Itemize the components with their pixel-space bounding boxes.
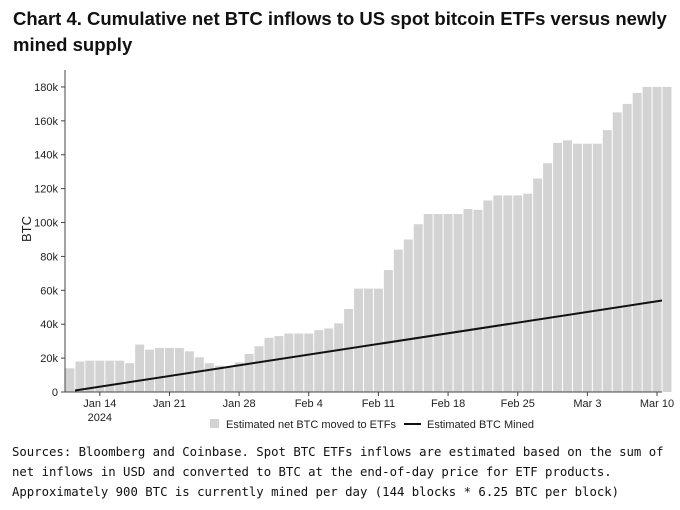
bar bbox=[572, 143, 582, 392]
y-tick-label: 40k bbox=[40, 319, 58, 331]
bar bbox=[652, 86, 662, 392]
bar bbox=[155, 347, 164, 392]
x-tick-label: Mar 10 bbox=[640, 398, 674, 410]
bar bbox=[582, 143, 592, 392]
bar bbox=[145, 349, 155, 392]
bar bbox=[662, 86, 672, 392]
bar bbox=[194, 357, 204, 392]
bar bbox=[453, 214, 463, 392]
y-tick-label: 80k bbox=[40, 251, 58, 263]
bar bbox=[324, 328, 334, 392]
bar bbox=[105, 360, 115, 392]
x-tick-label: Jan 28 bbox=[223, 398, 256, 410]
y-tick-label: 160k bbox=[34, 116, 58, 128]
x-tick-sublabel: 2024 bbox=[88, 412, 112, 424]
bar bbox=[592, 143, 602, 392]
bar bbox=[344, 308, 354, 392]
bar bbox=[354, 288, 363, 392]
bar bbox=[403, 239, 413, 392]
bar bbox=[95, 360, 105, 392]
bar bbox=[383, 269, 393, 392]
bar bbox=[334, 323, 344, 392]
legend-line-label: Estimated BTC Mined bbox=[427, 419, 534, 431]
bar bbox=[602, 130, 612, 392]
y-tick-label: 0 bbox=[52, 387, 58, 399]
source-caption: Sources: Bloomberg and Coinbase. Spot BT… bbox=[12, 445, 664, 499]
x-tick-label: Feb 4 bbox=[295, 398, 323, 410]
bar bbox=[563, 140, 572, 392]
bar bbox=[184, 351, 194, 392]
bar bbox=[622, 103, 632, 392]
bar bbox=[553, 142, 562, 392]
y-axis-title: BTC bbox=[19, 216, 34, 242]
bar bbox=[373, 288, 383, 392]
bar bbox=[304, 333, 314, 392]
bar bbox=[274, 336, 284, 392]
axes: 0 20k 40k 60k 80k 100k 120k 140k 160k 180k Jan 14 2… bbox=[34, 70, 674, 424]
bar bbox=[135, 344, 145, 392]
y-tick-label: 20k bbox=[40, 353, 58, 365]
bar bbox=[264, 337, 274, 392]
y-tick-label: 180k bbox=[34, 82, 58, 94]
chart-canvas: 0 20k 40k 60k 80k 100k 120k 140k 160k 180k Jan 14 2… bbox=[19, 70, 674, 431]
bar bbox=[503, 195, 513, 392]
x-tick-label: Feb 25 bbox=[501, 398, 535, 410]
chart-title: Chart 4. Cumulative net BTC inflows to U… bbox=[13, 8, 667, 55]
bar bbox=[483, 200, 493, 392]
bar bbox=[632, 92, 642, 392]
bar bbox=[115, 360, 125, 392]
y-tick-label: 100k bbox=[34, 218, 58, 230]
x-tick-label: Jan 14 bbox=[83, 398, 116, 410]
bar bbox=[642, 86, 652, 392]
legend-bar-label: Estimated net BTC moved to ETFs bbox=[226, 419, 396, 431]
bar bbox=[523, 193, 533, 392]
bar bbox=[165, 347, 174, 392]
x-tick-label: Feb 11 bbox=[362, 398, 395, 410]
x-tick-label: Feb 18 bbox=[431, 398, 465, 410]
bar bbox=[364, 288, 373, 392]
bar bbox=[543, 163, 553, 392]
x-tick-label: Jan 21 bbox=[153, 398, 186, 410]
legend: Estimated net BTC moved to ETFs Estimate… bbox=[210, 419, 534, 431]
line-series bbox=[74, 299, 663, 392]
bar bbox=[294, 333, 304, 392]
bar bbox=[125, 363, 135, 392]
bar bbox=[75, 361, 85, 392]
plot-area bbox=[65, 70, 662, 392]
bar bbox=[513, 195, 523, 392]
bar bbox=[493, 195, 503, 392]
bar bbox=[473, 209, 483, 392]
y-tick-label: 60k bbox=[40, 285, 58, 297]
bar bbox=[174, 347, 184, 392]
legend-bar-swatch bbox=[210, 419, 219, 428]
bar bbox=[284, 333, 294, 392]
bar bbox=[533, 178, 543, 392]
y-tick-label: 140k bbox=[34, 150, 58, 162]
mined-line bbox=[74, 299, 663, 392]
bar bbox=[204, 363, 214, 392]
bar bbox=[612, 112, 622, 393]
bar bbox=[413, 224, 423, 392]
bar bbox=[254, 346, 264, 392]
bar bbox=[65, 368, 75, 392]
bar bbox=[314, 330, 324, 392]
bar bbox=[234, 362, 244, 392]
y-tick-label: 120k bbox=[34, 184, 58, 196]
bar bbox=[224, 367, 234, 392]
bar-series bbox=[65, 86, 672, 393]
bar bbox=[214, 365, 224, 392]
bar bbox=[423, 214, 433, 392]
bar bbox=[85, 360, 95, 392]
x-tick-label: Mar 3 bbox=[573, 398, 601, 410]
bar bbox=[393, 249, 403, 392]
bar bbox=[443, 214, 453, 392]
bar bbox=[433, 214, 443, 392]
bar bbox=[463, 208, 473, 392]
bar bbox=[244, 353, 254, 392]
